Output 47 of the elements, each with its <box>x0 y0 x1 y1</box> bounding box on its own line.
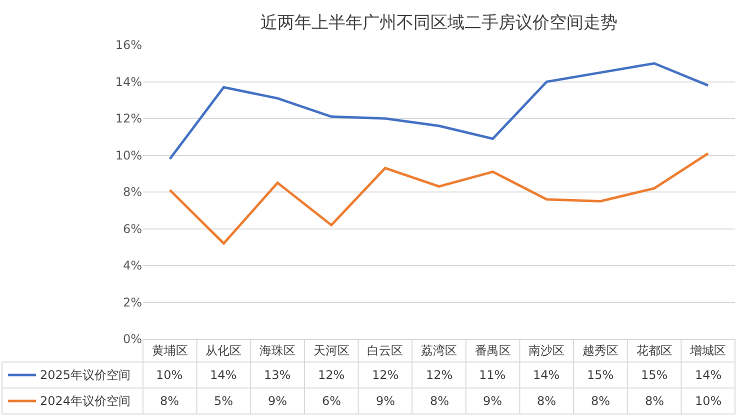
x-tick-label: 从化区 <box>206 343 242 358</box>
line-series <box>168 62 710 160</box>
x-tick-label: 增城区 <box>689 343 726 358</box>
x-tick-label: 番禺区 <box>474 343 511 358</box>
data-label: 13% <box>264 368 291 382</box>
data-label: 6% <box>322 394 342 408</box>
x-tick-label: 海珠区 <box>260 343 296 358</box>
y-tick-label: 10% <box>115 148 142 162</box>
data-label: 14% <box>210 368 237 382</box>
data-label: 12% <box>372 368 399 382</box>
data-label: 9% <box>376 394 396 408</box>
data-label: 14% <box>695 368 722 382</box>
y-tick-label: 12% <box>115 112 142 126</box>
y-tick-label: 14% <box>115 74 142 89</box>
data-label: 8% <box>430 394 450 408</box>
x-tick-label: 白云区 <box>367 343 404 358</box>
x-tick-label: 天河区 <box>313 343 350 358</box>
legend-label: 2024年议价空间 <box>40 394 131 408</box>
data-label: 14% <box>533 368 560 382</box>
x-tick-label: 越秀区 <box>582 343 618 358</box>
x-tick-label: 南沙区 <box>528 343 565 358</box>
data-label: 15% <box>641 368 668 382</box>
y-tick-label: 0% <box>122 332 142 346</box>
line-series <box>168 152 710 245</box>
x-tick-label: 黄埔区 <box>152 343 188 358</box>
data-label: 10% <box>695 394 722 408</box>
data-label: 5% <box>214 394 234 408</box>
data-label: 8% <box>160 394 180 408</box>
data-label: 12% <box>426 368 453 382</box>
legend-label: 2025年议价空间 <box>40 368 131 382</box>
data-label: 8% <box>537 394 556 408</box>
data-label: 8% <box>591 394 610 408</box>
data-label: 9% <box>268 394 288 408</box>
y-tick-label: 2% <box>122 295 142 310</box>
data-label: 10% <box>156 368 183 382</box>
x-tick-label: 花都区 <box>636 343 672 358</box>
data-label: 8% <box>645 394 664 408</box>
data-label: 12% <box>318 368 345 382</box>
data-label: 15% <box>587 368 614 382</box>
y-tick-label: 4% <box>122 258 142 273</box>
y-tick-label: 8% <box>122 185 142 200</box>
data-label: 11% <box>479 368 506 382</box>
chart-title: 近两年上半年广州不同区域二手房议价空间走势 <box>260 12 618 33</box>
data-label: 9% <box>483 394 502 408</box>
y-tick-label: 6% <box>122 222 142 236</box>
x-tick-label: 荔湾区 <box>421 343 457 358</box>
y-tick-label: 16% <box>115 38 142 52</box>
